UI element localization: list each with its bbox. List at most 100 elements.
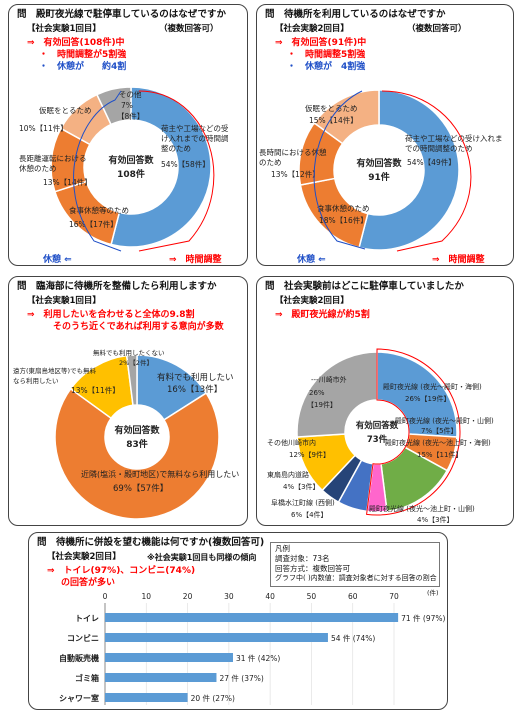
panel-2-note-1: ⇒ 有効回答(91件)中: [275, 38, 367, 48]
bar5-xtick-1: 10: [142, 592, 152, 601]
legend-box: 凡例 調査対象：73名 回答方式：複数回答可 グラフ中( )内数値：調査対象者に…: [270, 542, 440, 587]
pie3-center-label: 有効回答数: [114, 424, 160, 436]
panel-5-subtitle: 【社会実験2回目】: [47, 552, 121, 562]
pie2-value-1: 18%【16件】: [319, 215, 368, 225]
panel-future-use: 問 臨海部に待機所を整備したら利用しますか 【社会実験1回目】 ⇒ 利用したいを…: [8, 276, 248, 526]
pie3-value-0: 16%【13件】: [167, 384, 222, 395]
pie4-center-value: 73件: [367, 434, 388, 445]
pie2-label-1: 食事休憩のため: [317, 203, 370, 213]
panel-previous-parking: 問 社会実験前はどこに駐停車していましたか 【社会実験2回目】 ⇒ 殿町夜光線が…: [256, 276, 514, 526]
pie4-value-3: 4%【3件】: [417, 515, 454, 524]
pie4-label-0: 殿町夜光線 (夜光～殿町・海側): [383, 382, 482, 391]
pie4-highlight-outline: [366, 348, 461, 516]
pie2-center-value: 91件: [368, 171, 390, 183]
bar5-category-1: コンビニ: [67, 633, 99, 643]
pie1-value-4a: 7%: [121, 101, 133, 110]
bar5-value-label-3: 27 件 (37%): [219, 673, 263, 683]
bar5-xtick-5: 50: [307, 592, 317, 601]
panel-3-note-2: そのうち近くであれば利用する意向が多数: [53, 322, 224, 332]
pie1-slice-4: [95, 86, 132, 126]
pie3-value-3: 2%【2件】: [119, 358, 153, 367]
panel-1-note-1: ⇒ 有効回答(108件)中: [27, 38, 125, 48]
bar5-value-label-2: 31 件 (42%): [236, 653, 280, 663]
panel-2-note-3: ・ 休憩が 4割強: [287, 62, 366, 72]
bar5-xtick-3: 30: [224, 592, 234, 601]
pie1-value-1: 16%【17件】: [69, 219, 118, 229]
pie3-label-2-line-1: なら利用したい: [13, 376, 59, 385]
bar5-xtick-7: 70: [389, 592, 399, 601]
bar5-value-label-4: 20 件 (27%): [191, 693, 235, 703]
pie1-label-time: ⇒ 時間調整: [169, 253, 222, 265]
bar5-category-4: シャワー室: [59, 693, 99, 703]
panel-3-subtitle: 【社会実験1回目】: [27, 296, 101, 306]
pie4-label-6: その他川崎市内: [267, 438, 316, 447]
bar5-xtick-4: 40: [265, 592, 275, 601]
panel-3-question: 問 臨海部に待機所を整備したら利用しますか: [17, 281, 217, 292]
pie4-value-0: 26%【19件】: [405, 394, 450, 403]
bar5-bar-1: [105, 633, 328, 642]
pie1-label-0-line-0: 荷主や工場などの受: [161, 123, 229, 133]
pie2-label-0-line-1: での時間調整のため: [405, 143, 473, 153]
panel-1-subtitle: 【社会実験1回目】: [27, 24, 101, 34]
panel-1-note-3: ・ 休憩が 約4割: [39, 62, 127, 72]
bar5-category-2: 自動販売機: [59, 653, 99, 663]
panel-reason-waiting: 問 待機所を利用しているのはなぜですか 【社会実験2回目】 （複数回答可） ⇒ …: [256, 4, 514, 266]
pie4-label-1: 殿町夜光線 (夜光～殿町・山側): [395, 416, 494, 425]
pie4-value-2: 15%【11件】: [417, 450, 462, 459]
panel-5-note-2: の回答が多い: [61, 578, 116, 588]
pie4-value-1: 7%【5件】: [421, 426, 458, 435]
panel-1-subnote: （複数回答可）: [159, 24, 219, 34]
pie1-value-0: 54%【58件】: [161, 159, 210, 169]
panel-2-note-2: ・ 時間調整5割強: [287, 50, 366, 60]
pie4-value-7b: 【19件】: [307, 400, 337, 409]
pie4-value-4: 6%【4件】: [291, 510, 328, 519]
bar5-bar-2: [105, 653, 233, 662]
pie4-slice-7: [296, 351, 378, 438]
panel-4-note-1: ⇒ 殿町夜光線が約5割: [275, 310, 370, 320]
pie1-label-0-line-2: 整のため: [161, 143, 191, 153]
pie3-label-2-line-0: 遠方(東扇島地区等)でも無料: [13, 366, 97, 375]
pie2-value-3: 15%【14件】: [309, 115, 358, 125]
pie3-value-1: 69%【57件】: [113, 483, 168, 494]
pie2-bracket-rest: [313, 90, 366, 250]
panel-1-note-2: ・ 時間調整が5割強: [39, 50, 127, 60]
bar5-value-label-1: 54 件 (74%): [331, 633, 375, 643]
pie2-value-2: 13%【12件】: [271, 169, 320, 179]
pie3-label-3: 無料でも利用したくない: [93, 348, 165, 357]
pie1-center-value: 108件: [117, 168, 145, 180]
pie2-label-rest: 休憩 ⇐: [296, 253, 326, 265]
pie1-center-label: 有効回答数: [108, 154, 154, 166]
pie1-value-4b: 【8件】: [117, 111, 144, 121]
pie1-label-3: 仮眠をとるため: [39, 105, 92, 115]
bar5-xtick-2: 20: [183, 592, 193, 601]
legend-title: 凡例: [275, 544, 290, 553]
pie2-label-2-line-0: 長時間における休憩: [259, 147, 327, 157]
pie1-bracket-rest: [73, 90, 122, 252]
bar5-axis-unit: (件): [427, 588, 439, 597]
pie3-slice-1: [54, 387, 220, 520]
bar5-xtick-6: 60: [348, 592, 358, 601]
pie3-label-1: 近隣(塩浜・殿町地区)で無料なら利用したい: [81, 469, 239, 479]
legend-line-3: グラフ中( )内数値：調査対象者に対する回答の割合: [275, 574, 437, 583]
panel-reason-parking: 問 殿町夜光線で駐停車しているのはなぜですか 【社会実験1回目】 （複数回答可）…: [8, 4, 248, 266]
panel-5-note-1: ⇒ トイレ(97%)、コンビニ(74%): [47, 566, 196, 576]
panel-2-subtitle: 【社会実験2回目】: [275, 24, 349, 34]
pie2-label-3: 仮眠をとるため: [305, 103, 358, 113]
pie2-slice-3: [313, 89, 380, 145]
pie4-value-7a: 26%: [309, 389, 325, 397]
pie2-bracket-time: [381, 90, 472, 252]
pie3-slice-3: [125, 354, 138, 407]
bar-chart-5: 0 10 20 30 40 50 60 70 (件) トイレ 71 件 (97%) コンビニ 54 件 …: [59, 588, 446, 705]
pie1-slice-0: [110, 86, 212, 248]
pie2-label-2-line-1: のため: [259, 158, 282, 167]
pie2-label-time: ⇒ 時間調整: [432, 253, 485, 265]
panel-5-subnote: ※社会実験1回目も同様の傾向: [147, 553, 257, 562]
legend-line-2: 回答方式：複数回答可: [275, 564, 350, 574]
pie2-slice-0: [358, 89, 460, 251]
panel-3-note-1: ⇒ 利用したいを合わせると全体の9.8割: [27, 310, 195, 320]
legend-line-1: 調査対象：73名: [275, 554, 330, 564]
pie1-label-1: 食事休憩等のため: [69, 205, 129, 215]
pie2-center-label: 有効回答数: [356, 157, 402, 169]
